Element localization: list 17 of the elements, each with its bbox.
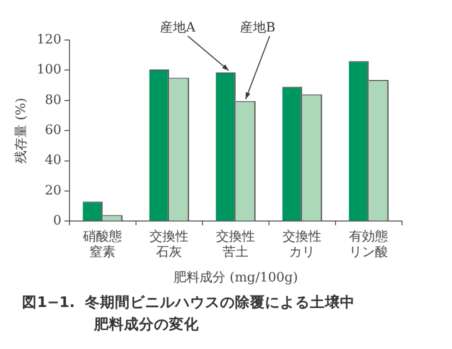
- x-tick-label: 有効態リン酸: [349, 229, 388, 260]
- text: 図1−1. 冬期間ビニルハウスの除覆による土壌中肥料成分の変化: [22, 293, 356, 335]
- y-axis-title: 残存量 (%): [14, 98, 30, 164]
- x-axis-title: 肥料成分 (mg/100g): [173, 270, 298, 286]
- y-tick-label: 80: [44, 92, 62, 108]
- y-tick-label: 100: [36, 62, 62, 78]
- x-tick-label: 交換性石灰: [150, 228, 189, 260]
- y-tick-label: 20: [44, 183, 62, 198]
- text: 産地A: [160, 19, 196, 36]
- x-tick-label: 硝酸態窒素: [82, 229, 122, 260]
- y-tick-label: 0: [53, 214, 62, 229]
- y-tick-label: 40: [44, 153, 62, 168]
- y-tick-label: 120: [36, 32, 62, 48]
- x-tick-label: 交換性苦土: [216, 228, 256, 260]
- y-tick-label: 60: [44, 122, 62, 138]
- text: 産地B: [240, 19, 276, 36]
- x-tick-label: 交換性カリ: [282, 228, 322, 260]
